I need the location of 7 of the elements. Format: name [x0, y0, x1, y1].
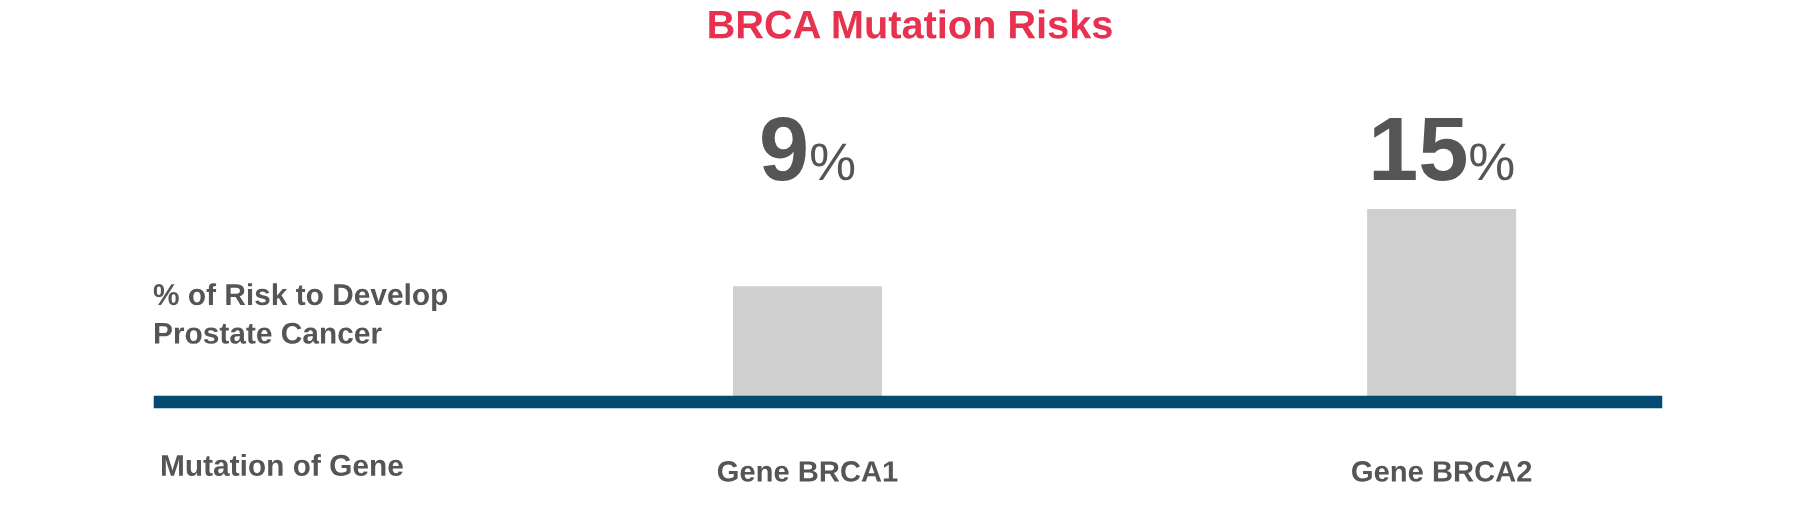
y-axis-title: % of Risk to Develop Prostate Cancer: [153, 283, 448, 344]
x-tick-label: Gene BRCA2: [1352, 461, 1532, 482]
x-axis-title: Mutation of Gene: [162, 454, 403, 477]
data-label: 9%: [762, 116, 855, 181]
data-label: 15%: [1373, 117, 1514, 181]
x-tick-label: Gene BRCA1: [717, 461, 898, 482]
chart-title: BRCA Mutation Risks: [709, 9, 1112, 39]
